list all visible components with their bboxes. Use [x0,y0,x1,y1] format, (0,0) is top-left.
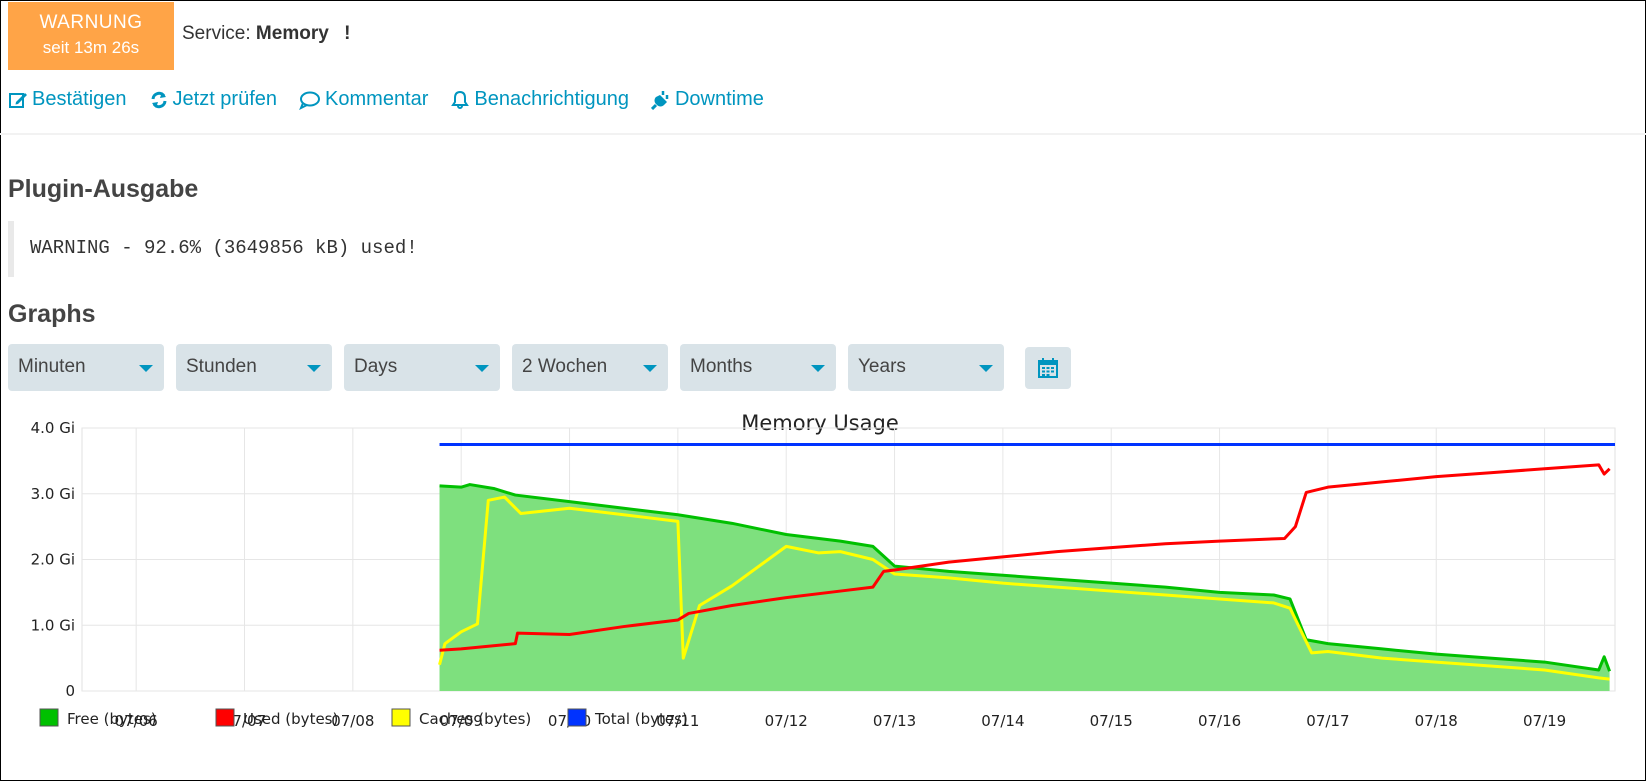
legend-label: Caches (bytes) [419,710,531,728]
chart-title: Memory Usage [741,411,899,435]
range-select-years[interactable]: Years [848,344,1004,391]
edit-icon [9,92,27,108]
downtime-link[interactable]: Downtime [650,88,764,111]
used-line [439,463,1611,652]
divider [0,133,1646,135]
chart-legend: Free (bytes) Used (bytes) Caches (bytes) To… [39,708,688,728]
comment-link[interactable]: Kommentar [299,88,428,111]
legend-swatch [567,708,587,727]
x-tick-label: 07/11 [656,712,699,730]
bell-icon [451,90,470,109]
range-select-label: Months [690,356,753,377]
x-tick-label: 07/18 [1415,712,1458,730]
check-now-link[interactable]: Jetzt prüfen [149,88,278,111]
free-line [439,483,1611,672]
refresh-icon [151,91,167,108]
x-tick-label: 07/14 [981,712,1024,730]
range-select-weeks[interactable]: 2 Wochen [512,344,668,391]
comment-icon [299,91,321,110]
status-duration: seit 13m 26s [42,38,140,57]
legend-swatch [39,708,59,727]
exclamation-icon: ! [344,23,351,44]
memory-usage-chart: Memory Usage 4.0 Gi 3.0 Gi 2.0 Gi 1.0 Gi 0 0… [31,411,1616,730]
downtime-label: Downtime [674,88,764,110]
service-label: Service: Memory ! [182,23,350,45]
status-state: WARNUNG [39,12,143,33]
chevron-down-icon [475,365,489,372]
service-prefix: Service: [182,23,251,44]
graphs-heading: Graphs [8,300,96,328]
plugin-output-box: WARNING - 92.6% (3649856 kB) used! [8,221,1634,277]
range-select-minutes[interactable]: Minuten [8,344,164,391]
caches-line [438,495,1610,681]
notification-label: Benachrichtigung [474,88,629,110]
range-select-months[interactable]: Months [680,344,836,391]
chevron-down-icon [139,365,153,372]
service-name: Memory [255,23,329,44]
range-select-label: Stunden [186,356,257,377]
calendar-icon [1038,358,1058,378]
chevron-down-icon [643,365,657,372]
y-tick-label: 2.0 Gi [31,551,75,569]
check-now-label: Jetzt prüfen [172,88,278,110]
x-tick-label: 07/08 [331,712,374,730]
y-tick-label: 0 [65,682,75,700]
legend-swatch [215,708,235,727]
x-tick-label: 07/12 [765,712,808,730]
y-axis-ticks: 4.0 Gi 3.0 Gi 2.0 Gi 1.0 Gi 0 [31,419,75,700]
legend-swatch [391,708,411,727]
free-area [439,484,1610,691]
comment-label: Kommentar [325,88,429,110]
range-select-label: 2 Wochen [522,356,608,377]
chart-lines [438,442,1615,681]
acknowledge-label: Bestätigen [32,88,127,110]
range-select-hours[interactable]: Stunden [176,344,332,391]
acknowledge-link[interactable]: Bestätigen [8,88,127,111]
chevron-down-icon [979,365,993,372]
notification-link[interactable]: Benachrichtigung [450,88,629,111]
x-tick-label: 07/09 [440,712,483,730]
legend-label: Total (bytes) [594,710,688,728]
range-select-label: Days [354,356,398,377]
x-tick-label: 07/15 [1090,712,1133,730]
calendar-button[interactable] [1025,347,1071,389]
x-tick-label: 07/17 [1306,712,1349,730]
chart-areas [439,484,1610,691]
y-tick-label: 3.0 Gi [31,485,75,503]
chevron-down-icon [811,365,825,372]
x-tick-label: 07/19 [1523,712,1566,730]
plug-icon [650,90,669,110]
legend-label: Used (bytes) [243,710,338,728]
x-tick-label: 07/13 [873,712,916,730]
plugin-output-text: WARNING - 92.6% (3649856 kB) used! [30,237,418,259]
y-tick-label: 1.0 Gi [31,616,75,634]
legend-label: Free (bytes) [67,710,157,728]
status-badge: WARNUNG seit 13m 26s [8,2,174,70]
range-select-days[interactable]: Days [344,344,500,391]
range-select-label: Minuten [18,356,86,377]
range-select-label: Years [858,356,906,377]
chevron-down-icon [307,365,321,372]
action-bar: Bestätigen Jetzt prüfen Kommentar Benach… [8,88,786,111]
x-tick-label: 07/06 [115,712,158,730]
y-tick-label: 4.0 Gi [31,419,75,437]
x-tick-label: 07/16 [1198,712,1241,730]
plugin-output-heading: Plugin-Ausgabe [8,175,199,203]
